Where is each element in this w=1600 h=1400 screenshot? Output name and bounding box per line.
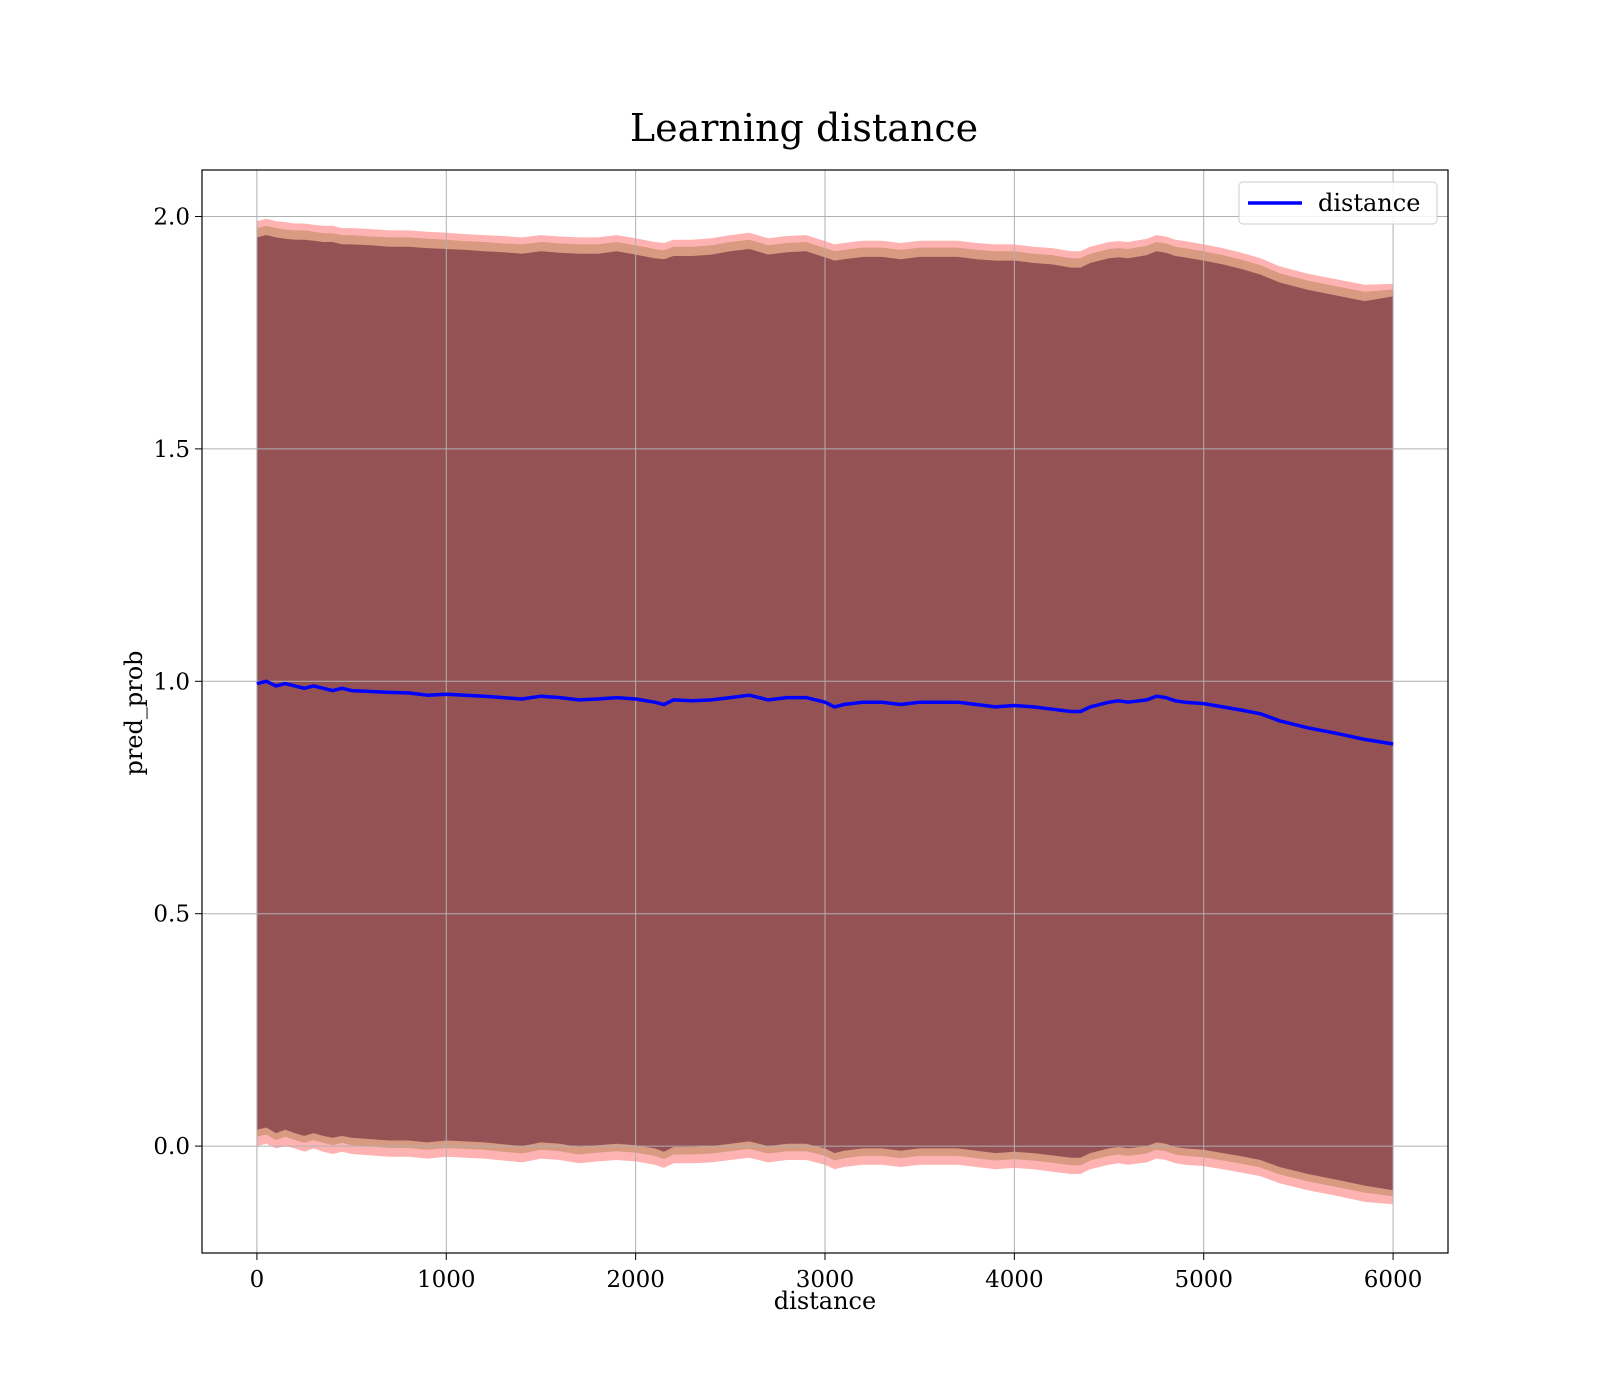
chart-title: Learning distance bbox=[630, 106, 978, 150]
x-tick-label: 3000 bbox=[796, 1267, 855, 1293]
y-tick-label: 1.0 bbox=[153, 669, 190, 695]
x-tick-label: 1000 bbox=[417, 1267, 476, 1293]
legend: distance bbox=[1238, 181, 1438, 225]
plot-area: 0 1000 2000 3000 4000 5000 6000 0.0 0.5 1.0 1.5 2.0 bbox=[153, 169, 1449, 1293]
y-tick-label: 0.5 bbox=[153, 902, 190, 928]
x-tick-label: 4000 bbox=[985, 1267, 1044, 1293]
x-tick-label: 0 bbox=[250, 1267, 265, 1293]
y-tick-label: 1.5 bbox=[153, 437, 190, 463]
x-axis-label: distance bbox=[774, 1287, 876, 1315]
x-tick-label: 6000 bbox=[1364, 1267, 1423, 1293]
legend-box bbox=[1238, 181, 1438, 225]
x-tick-label: 5000 bbox=[1174, 1267, 1233, 1293]
series-line-distance bbox=[256, 679, 1394, 746]
y-axis-label: pred_prob bbox=[120, 650, 148, 775]
legend-label-distance: distance bbox=[1318, 189, 1420, 217]
y-tick-label: 0.0 bbox=[153, 1134, 190, 1160]
y-tick-label: 2.0 bbox=[153, 204, 190, 230]
plot-frame bbox=[201, 169, 1449, 1254]
x-tick-label: 2000 bbox=[606, 1267, 665, 1293]
